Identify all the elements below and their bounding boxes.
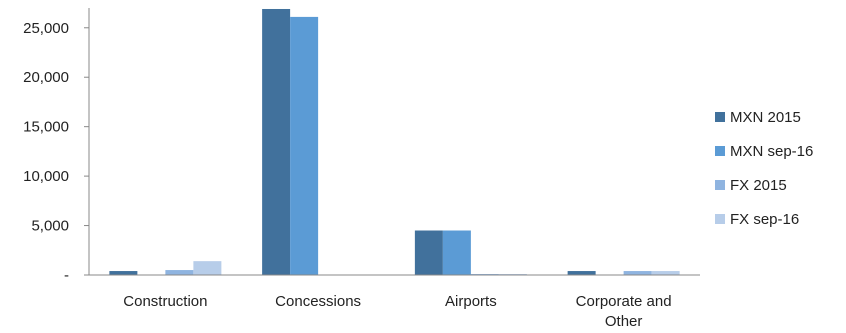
bar <box>290 16 319 276</box>
bar <box>623 271 652 275</box>
legend-swatch <box>715 214 725 224</box>
y-tick-label: - <box>64 267 69 284</box>
bar <box>193 261 222 275</box>
legend-label: MXN sep-16 <box>730 143 813 160</box>
y-tick-label: 25,000 <box>23 20 69 37</box>
legend-swatch <box>715 180 725 190</box>
x-tick-label: Corporate and <box>576 293 672 310</box>
y-tick-label: 5,000 <box>31 218 69 235</box>
legend: MXN 2015 MXN sep-16 FX 2015 FX sep-16 <box>715 109 813 228</box>
y-tick-label: 20,000 <box>23 69 69 86</box>
y-axis-ticks: - 5,000 10,000 15,000 20,000 25,000 <box>23 20 89 284</box>
legend-label: MXN 2015 <box>730 109 801 126</box>
y-tick-label: 15,000 <box>23 119 69 136</box>
bar <box>165 270 194 275</box>
legend-label: FX sep-16 <box>730 211 799 228</box>
x-tick-label: Airports <box>445 293 497 310</box>
bar <box>262 8 291 275</box>
legend-label: FX 2015 <box>730 177 787 194</box>
y-tick-label: 10,000 <box>23 168 69 185</box>
x-axis-labels: Construction Concessions Airports Corporate… <box>123 293 671 330</box>
x-tick-label: Construction <box>123 293 207 310</box>
bars <box>109 8 680 276</box>
x-tick-label: Concessions <box>275 293 361 310</box>
x-tick-label: Other <box>605 313 643 330</box>
bar <box>651 271 680 275</box>
bar <box>109 271 138 275</box>
legend-swatch <box>715 146 725 156</box>
bar <box>567 271 596 275</box>
bar <box>442 230 471 275</box>
bar <box>414 230 443 275</box>
legend-swatch <box>715 112 725 122</box>
